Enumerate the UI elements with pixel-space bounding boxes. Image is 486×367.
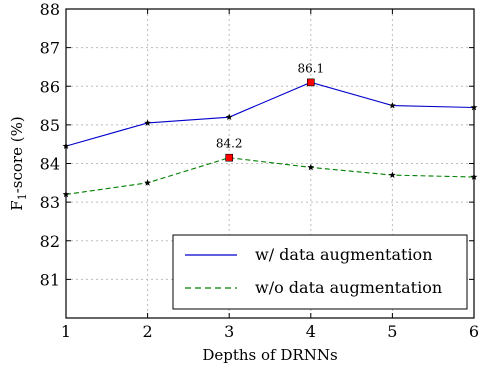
data-point-star — [225, 113, 233, 121]
data-label: 84.2 — [216, 137, 243, 151]
legend: w/ data augmentation w/o data augmentati… — [172, 234, 468, 310]
data-label: 86.1 — [297, 61, 324, 75]
x-tick-label: 3 — [224, 322, 234, 341]
x-tick-label: 5 — [387, 322, 397, 341]
y-axis-title: F1-score (%) — [8, 116, 29, 210]
x-tick-label: 2 — [143, 322, 153, 341]
y-tick-label: 84 — [40, 155, 60, 174]
highlight-point — [306, 78, 315, 87]
y-axis-title-subscript: 1 — [16, 193, 29, 200]
x-axis-title: Depths of DRNNs — [202, 346, 337, 364]
legend-box — [172, 234, 468, 310]
tick-labels: 1 2 3 4 5 6 81 82 83 84 85 86 87 88 — [40, 0, 479, 341]
y-tick-label: 87 — [40, 39, 60, 58]
highlight-point — [225, 153, 233, 162]
y-tick-label: 81 — [40, 270, 60, 289]
data-point-star — [144, 119, 152, 126]
x-tick-label: 1 — [61, 322, 71, 341]
y-axis-title-suffix: -score (%) — [8, 116, 26, 193]
y-axis-title-main: F — [8, 200, 26, 210]
series-lines: 86.1 84.2 — [62, 61, 478, 198]
x-tick-label: 4 — [306, 322, 316, 341]
data-point-star — [307, 163, 315, 171]
series-line-0 — [65, 81, 475, 147]
legend-label-wo-augmentation: w/o data augmentation — [255, 278, 442, 297]
axis-ticks — [65, 8, 475, 318]
y-tick-label: 86 — [40, 77, 60, 96]
y-tick-label: 82 — [40, 232, 60, 251]
y-tick-label: 85 — [40, 116, 60, 135]
legend-label-w-augmentation: w/ data augmentation — [255, 245, 433, 264]
data-point-star — [388, 171, 396, 178]
x-tick-label: 6 — [469, 322, 479, 341]
y-tick-label: 88 — [40, 0, 60, 19]
y-tick-label: 83 — [40, 193, 60, 212]
series-line-1 — [65, 157, 475, 195]
data-point-star — [144, 179, 152, 186]
data-point-star — [388, 101, 396, 109]
